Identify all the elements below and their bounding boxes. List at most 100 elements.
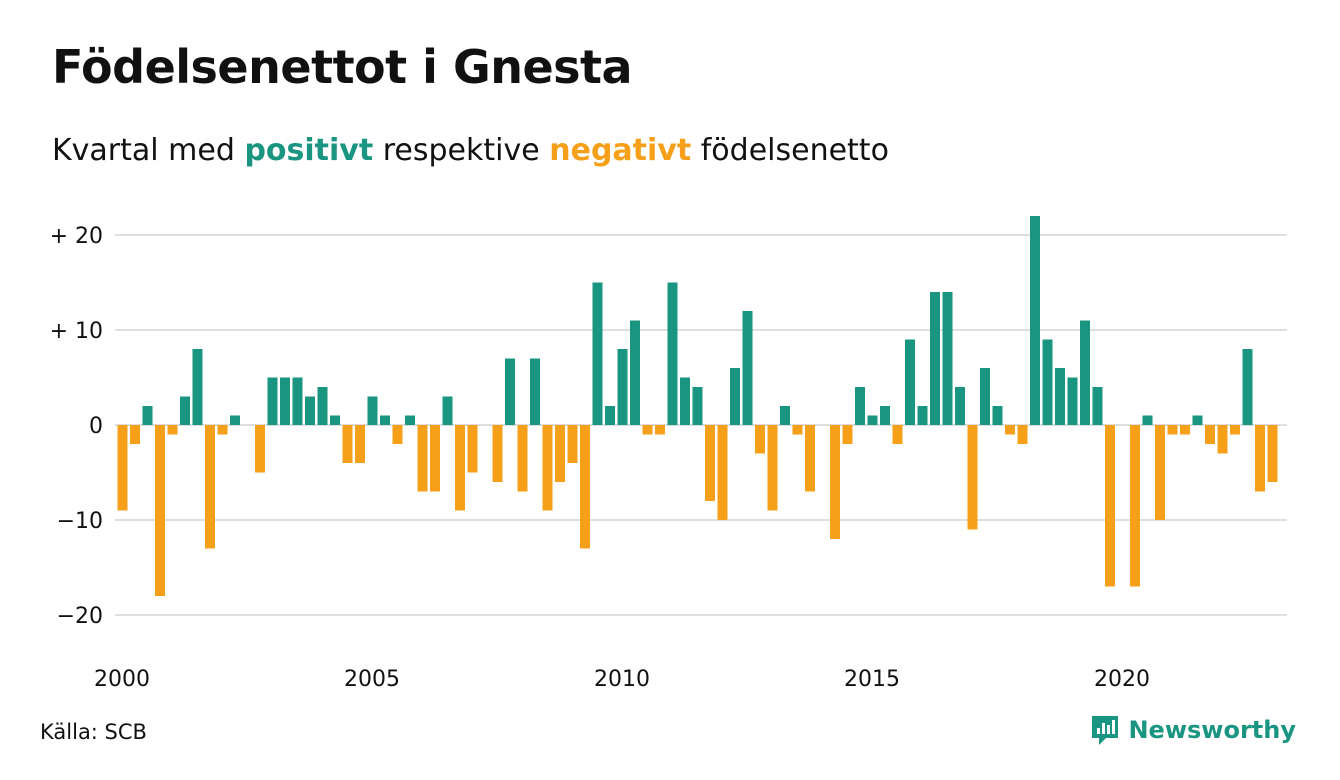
bar [330, 415, 340, 425]
bar [705, 425, 715, 501]
bar [467, 425, 478, 473]
chart-title: Födelsenettot i Gnesta [52, 40, 633, 94]
bar [1192, 415, 1203, 425]
bar [130, 425, 140, 444]
bar [1067, 377, 1078, 425]
bar [505, 358, 515, 425]
bar [205, 425, 215, 549]
bar [780, 406, 790, 425]
y-tick-label: −10 [57, 509, 103, 534]
bar [917, 406, 928, 425]
bar [567, 425, 578, 463]
y-tick-label: −20 [57, 604, 103, 629]
bar [355, 425, 365, 463]
bar [655, 425, 665, 435]
bar [517, 425, 528, 492]
bar [830, 425, 840, 539]
bar [530, 358, 540, 425]
bar [117, 425, 128, 511]
bar [430, 425, 440, 492]
bar [967, 425, 978, 530]
bar [405, 415, 415, 425]
brand-name: Newsworthy [1128, 716, 1296, 744]
bar [580, 425, 590, 549]
bar [1042, 339, 1053, 425]
bar [1017, 425, 1028, 444]
bar [492, 425, 503, 482]
subtitle-positive-word: positivt [244, 133, 374, 168]
bar [680, 377, 690, 425]
x-tick-label: 2020 [1094, 667, 1150, 692]
x-tick-label: 2000 [94, 667, 150, 692]
y-tick-label: + 20 [50, 224, 103, 249]
bar [1005, 425, 1015, 435]
bar [805, 425, 815, 492]
x-tick-label: 2015 [844, 667, 900, 692]
bar [380, 415, 390, 425]
bar [892, 425, 903, 444]
y-tick-label: + 10 [50, 319, 103, 344]
bar [692, 387, 703, 425]
bar [980, 368, 990, 425]
bar [605, 406, 615, 425]
bar [1105, 425, 1115, 587]
chart-subtitle: Kvartal med positivt respektive negativt… [52, 133, 889, 168]
bar [767, 425, 778, 511]
bar [717, 425, 728, 520]
y-tick-label: 0 [89, 414, 103, 439]
bar [155, 425, 165, 596]
bar [855, 387, 865, 425]
bar [905, 339, 915, 425]
subtitle-negative-word: negativt [549, 133, 692, 168]
bar [192, 349, 203, 425]
bar [955, 387, 965, 425]
newsworthy-logo-icon [1092, 716, 1119, 745]
bar [667, 282, 678, 425]
bar [880, 406, 890, 425]
bar [630, 320, 640, 425]
bar [867, 415, 878, 425]
bar [1180, 425, 1190, 435]
bar [1055, 368, 1065, 425]
bar [617, 349, 628, 425]
bar [1217, 425, 1228, 454]
subtitle-middle: respektive [382, 133, 540, 168]
bar [455, 425, 465, 511]
bar [1205, 425, 1215, 444]
bars [117, 216, 1278, 596]
bar [555, 425, 565, 482]
bar [1255, 425, 1265, 492]
bar [392, 425, 403, 444]
bar [1267, 425, 1278, 482]
bar [1030, 216, 1040, 425]
bar [180, 396, 190, 425]
bar [1142, 415, 1153, 425]
brand-logo: Newsworthy [1090, 714, 1296, 746]
bar [755, 425, 765, 454]
subtitle-prefix: Kvartal med [52, 133, 235, 168]
bar [280, 377, 290, 425]
bar [417, 425, 428, 492]
bar [442, 396, 453, 425]
y-axis-ticks: + 20 + 10 0 −10 −20 [50, 224, 103, 629]
x-tick-label: 2010 [594, 667, 650, 692]
bar [742, 311, 753, 425]
bar [642, 425, 653, 435]
bar [292, 377, 303, 425]
bar [942, 292, 953, 425]
bar [1130, 425, 1140, 587]
bar [267, 377, 278, 425]
bar [992, 406, 1003, 425]
bar [217, 425, 228, 435]
bar [542, 425, 553, 511]
bar [230, 415, 240, 425]
bar [342, 425, 353, 463]
bar [592, 282, 603, 425]
bar [142, 406, 153, 425]
bar [1167, 425, 1178, 435]
bar [167, 425, 178, 435]
bar [1080, 320, 1090, 425]
bar [842, 425, 853, 444]
bar [730, 368, 740, 425]
